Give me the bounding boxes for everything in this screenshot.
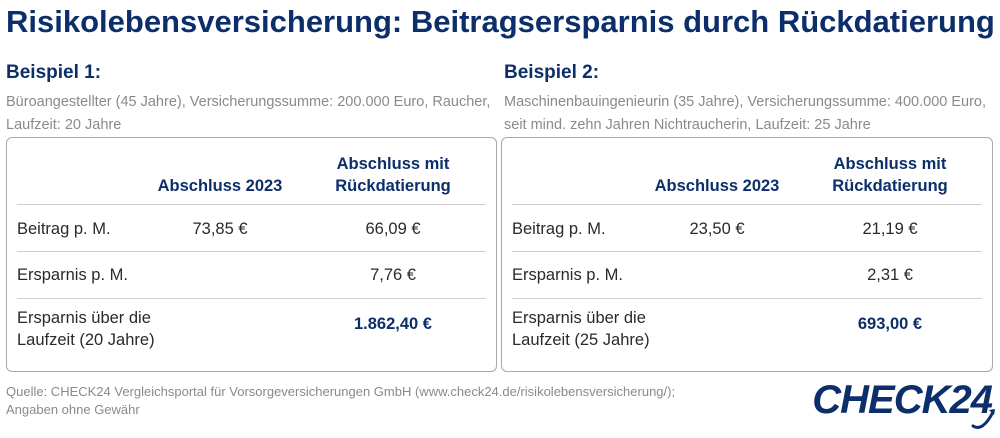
row-label-beitrag: Beitrag p. M.	[512, 220, 606, 238]
cell-beitrag-2023: 73,85 €	[192, 220, 248, 238]
row-label-line-2: Laufzeit (25 Jahre)	[512, 331, 650, 349]
column-header-abschluss-2023: Abschluss 2023	[654, 177, 780, 195]
row-label-ersparnis-pm: Ersparnis p. M.	[17, 266, 128, 284]
cell-beitrag-rueckdatierung: 21,19 €	[862, 220, 918, 238]
divider	[17, 298, 486, 299]
check24-swoosh-icon	[971, 409, 995, 429]
source-line-1: Quelle: CHECK24 Vergleichsportal für Vor…	[6, 384, 676, 399]
column-header-rueckdatierung: Abschluss mit Rückdatierung	[810, 153, 970, 197]
example-1-description: Büroangestellter (45 Jahre), Versicherun…	[6, 94, 491, 133]
row-label-ersparnis-laufzeit: Ersparnis über die Laufzeit (20 Jahre)	[17, 307, 155, 351]
example-2-header: Beispiel 2: Maschinenbauingenieurin (35 …	[504, 62, 994, 139]
divider	[17, 204, 486, 205]
column-header-rueckdatierung: Abschluss mit Rückdatierung	[313, 153, 473, 197]
example-1-heading: Beispiel 1:	[6, 62, 102, 83]
row-label-line-1: Ersparnis über die	[512, 309, 646, 327]
divider	[512, 251, 982, 252]
column-header-line-2: Rückdatierung	[832, 177, 948, 195]
cell-ersparnis-pm: 7,76 €	[370, 266, 416, 284]
source-note: Quelle: CHECK24 Vergleichsportal für Vor…	[6, 383, 675, 419]
cell-ersparnis-laufzeit: 1.862,40 €	[354, 315, 432, 333]
row-label-ersparnis-pm: Ersparnis p. M.	[512, 266, 623, 284]
example-2-table: Abschluss 2023 Abschluss mit Rückdatieru…	[501, 137, 993, 372]
divider	[17, 251, 486, 252]
page-title: Risikolebensversicherung: Beitragserspar…	[6, 4, 995, 39]
row-label-ersparnis-laufzeit: Ersparnis über die Laufzeit (25 Jahre)	[512, 307, 650, 351]
cell-beitrag-rueckdatierung: 66,09 €	[365, 220, 421, 238]
row-label-line-1: Ersparnis über die	[17, 309, 151, 327]
cell-beitrag-2023: 23,50 €	[689, 220, 745, 238]
check24-logo: CHECK24	[812, 378, 993, 422]
row-label-beitrag: Beitrag p. M.	[17, 220, 111, 238]
cell-ersparnis-laufzeit: 693,00 €	[857, 315, 923, 333]
divider	[512, 204, 982, 205]
column-header-abschluss-2023: Abschluss 2023	[157, 177, 283, 195]
row-label-line-2: Laufzeit (20 Jahre)	[17, 331, 155, 349]
example-2-description: Maschinenbauingenieurin (35 Jahre), Vers…	[504, 94, 987, 133]
divider	[512, 298, 982, 299]
column-header-line-1: Abschluss mit	[336, 155, 450, 173]
column-header-line-2: Rückdatierung	[335, 177, 451, 195]
source-line-2: Angaben ohne Gewähr	[6, 402, 140, 417]
example-1-table: Abschluss 2023 Abschluss mit Rückdatieru…	[6, 137, 497, 372]
column-header-line-1: Abschluss mit	[833, 155, 947, 173]
example-1-header: Beispiel 1: Büroangestellter (45 Jahre),…	[6, 62, 496, 139]
example-2-heading: Beispiel 2:	[504, 62, 600, 83]
cell-ersparnis-pm: 2,31 €	[867, 266, 913, 284]
